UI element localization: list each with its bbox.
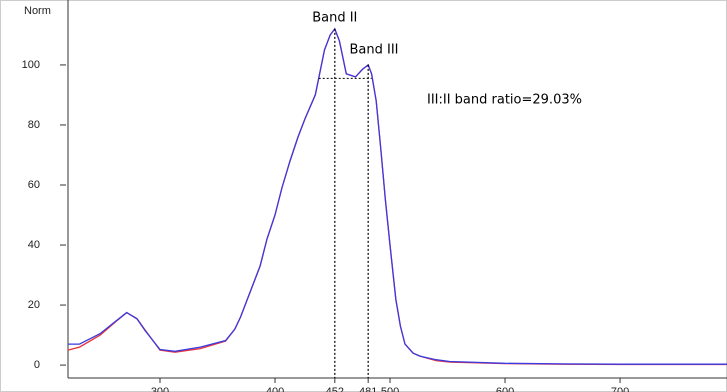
x-tick-label: 300 [151, 386, 169, 392]
y-tick-label: 60 [28, 179, 40, 191]
y-tick-label: 100 [22, 59, 40, 71]
x-tick-label: 600 [496, 386, 514, 392]
annotation: Band III [349, 43, 398, 58]
x-tick-label: 481 [359, 386, 377, 392]
annotation: Band II [312, 11, 357, 26]
annotation: III:II band ratio=29.03% [427, 93, 582, 108]
y-tick-label: 40 [28, 239, 40, 251]
x-tick-label: 400 [266, 386, 284, 392]
y-tick-label: 80 [28, 119, 40, 131]
y-tick-label: 0 [34, 359, 40, 371]
spectrum-line [67, 27, 727, 366]
x-tick-label: 452 [326, 386, 344, 392]
x-tick-label: 500 [381, 386, 399, 392]
y-axis-label: Norm [24, 5, 51, 17]
spectrum-line [68, 27, 727, 365]
y-tick-label: 20 [28, 299, 40, 311]
x-tick-label: 700 [611, 386, 629, 392]
